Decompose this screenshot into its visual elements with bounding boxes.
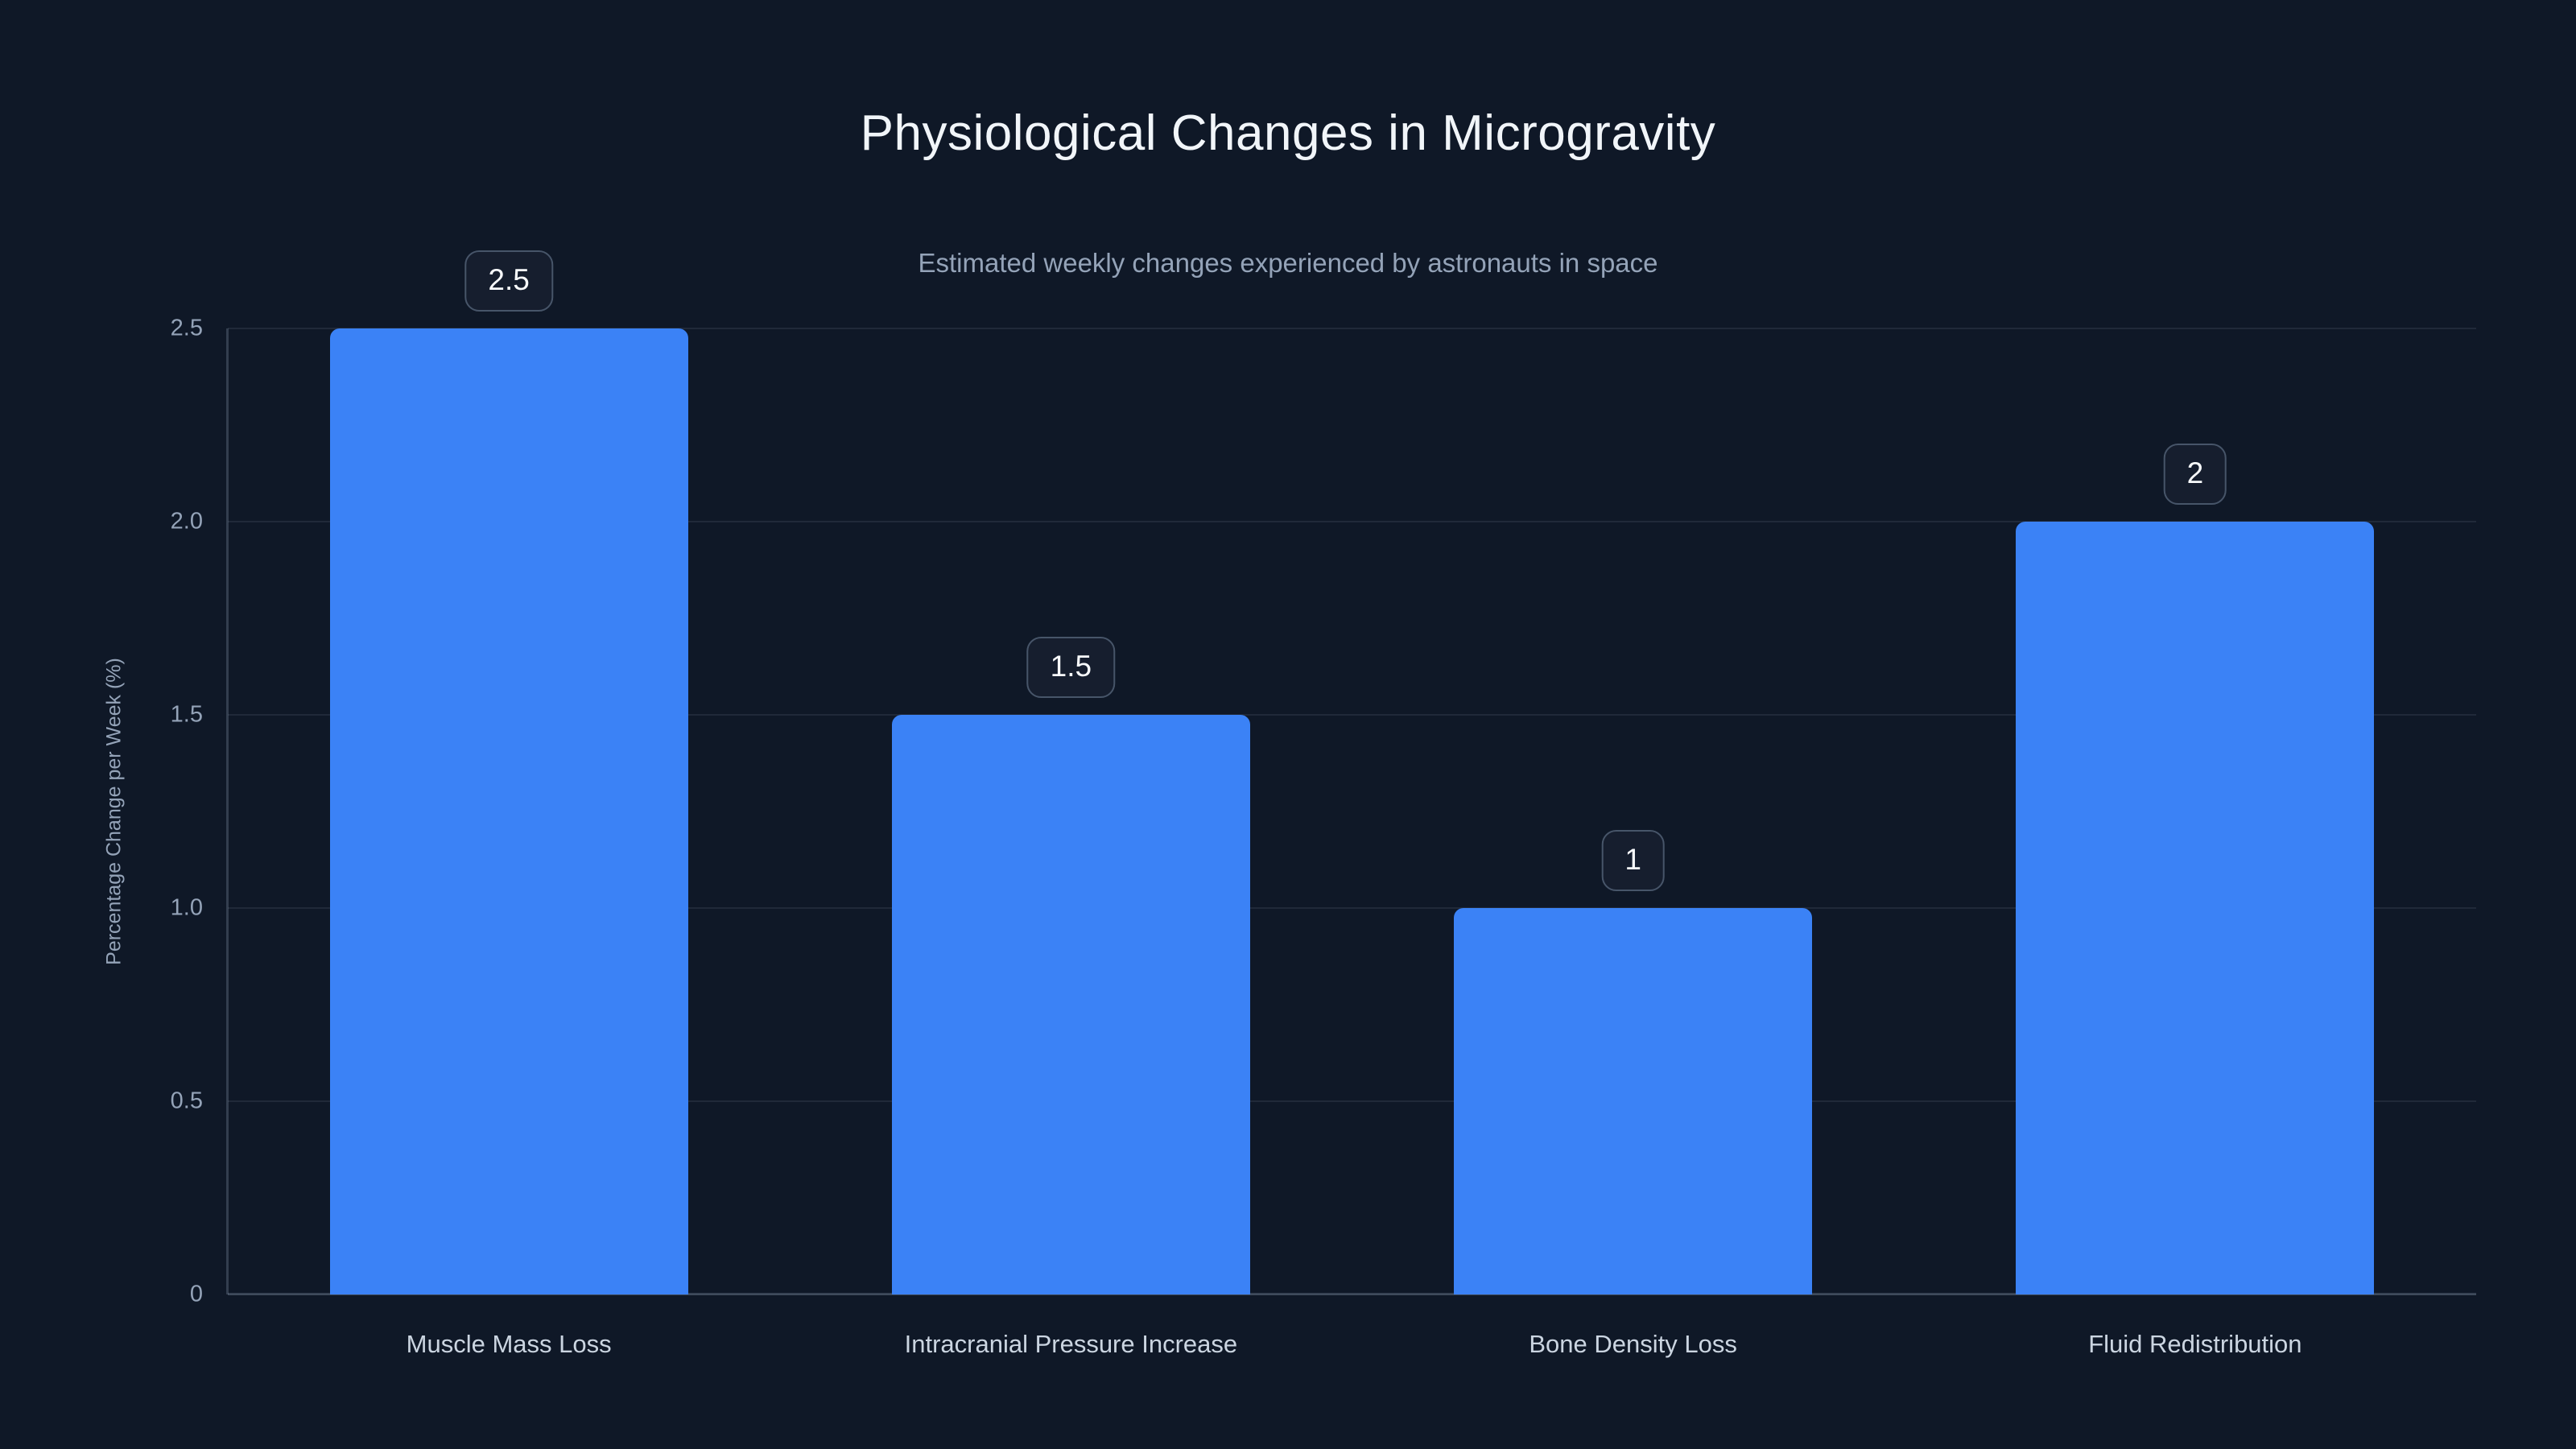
- y-tick-label-0.5: 0.5: [170, 1088, 203, 1114]
- gridline-y-0.5: [228, 1100, 2476, 1102]
- bar-fluid-redistribution[interactable]: [2016, 522, 2375, 1294]
- gridline-y-2.5: [228, 328, 2476, 329]
- chart-subtitle: Estimated weekly changes experienced by …: [918, 248, 1658, 278]
- value-label-muscle-mass-loss: 2.5: [464, 250, 553, 312]
- value-label-bone-density-loss: 1: [1601, 830, 1665, 891]
- gridline-y-1.5: [228, 714, 2476, 716]
- y-axis-line: [226, 328, 229, 1294]
- value-label-intracranial-pressure-increase: 1.5: [1026, 637, 1116, 698]
- bar-bone-density-loss[interactable]: [1454, 908, 1813, 1294]
- x-category-label-fluid-redistribution: Fluid Redistribution: [2088, 1330, 2302, 1358]
- y-tick-label-0: 0: [189, 1281, 203, 1307]
- y-tick-label-2.5: 2.5: [170, 315, 203, 341]
- x-category-label-bone-density-loss: Bone Density Loss: [1529, 1330, 1737, 1358]
- x-axis-line: [228, 1293, 2476, 1295]
- gridline-y-0: [228, 1294, 2476, 1295]
- bar-muscle-mass-loss[interactable]: [329, 328, 688, 1294]
- x-category-label-muscle-mass-loss: Muscle Mass Loss: [406, 1330, 612, 1358]
- gridline-y-1.0: [228, 907, 2476, 909]
- y-tick-label-2.0: 2.0: [170, 508, 203, 535]
- value-label-fluid-redistribution: 2: [2163, 444, 2227, 505]
- y-tick-label-1.5: 1.5: [170, 701, 203, 728]
- bar-intracranial-pressure-increase[interactable]: [891, 715, 1250, 1294]
- gridline-y-2.0: [228, 521, 2476, 522]
- x-category-label-intracranial-pressure-increase: Intracranial Pressure Increase: [904, 1330, 1238, 1358]
- y-tick-label-1.0: 1.0: [170, 894, 203, 921]
- chart-title: Physiological Changes in Microgravity: [860, 105, 1716, 161]
- plot-area: 2.5 1.5 1 2: [226, 250, 2476, 1295]
